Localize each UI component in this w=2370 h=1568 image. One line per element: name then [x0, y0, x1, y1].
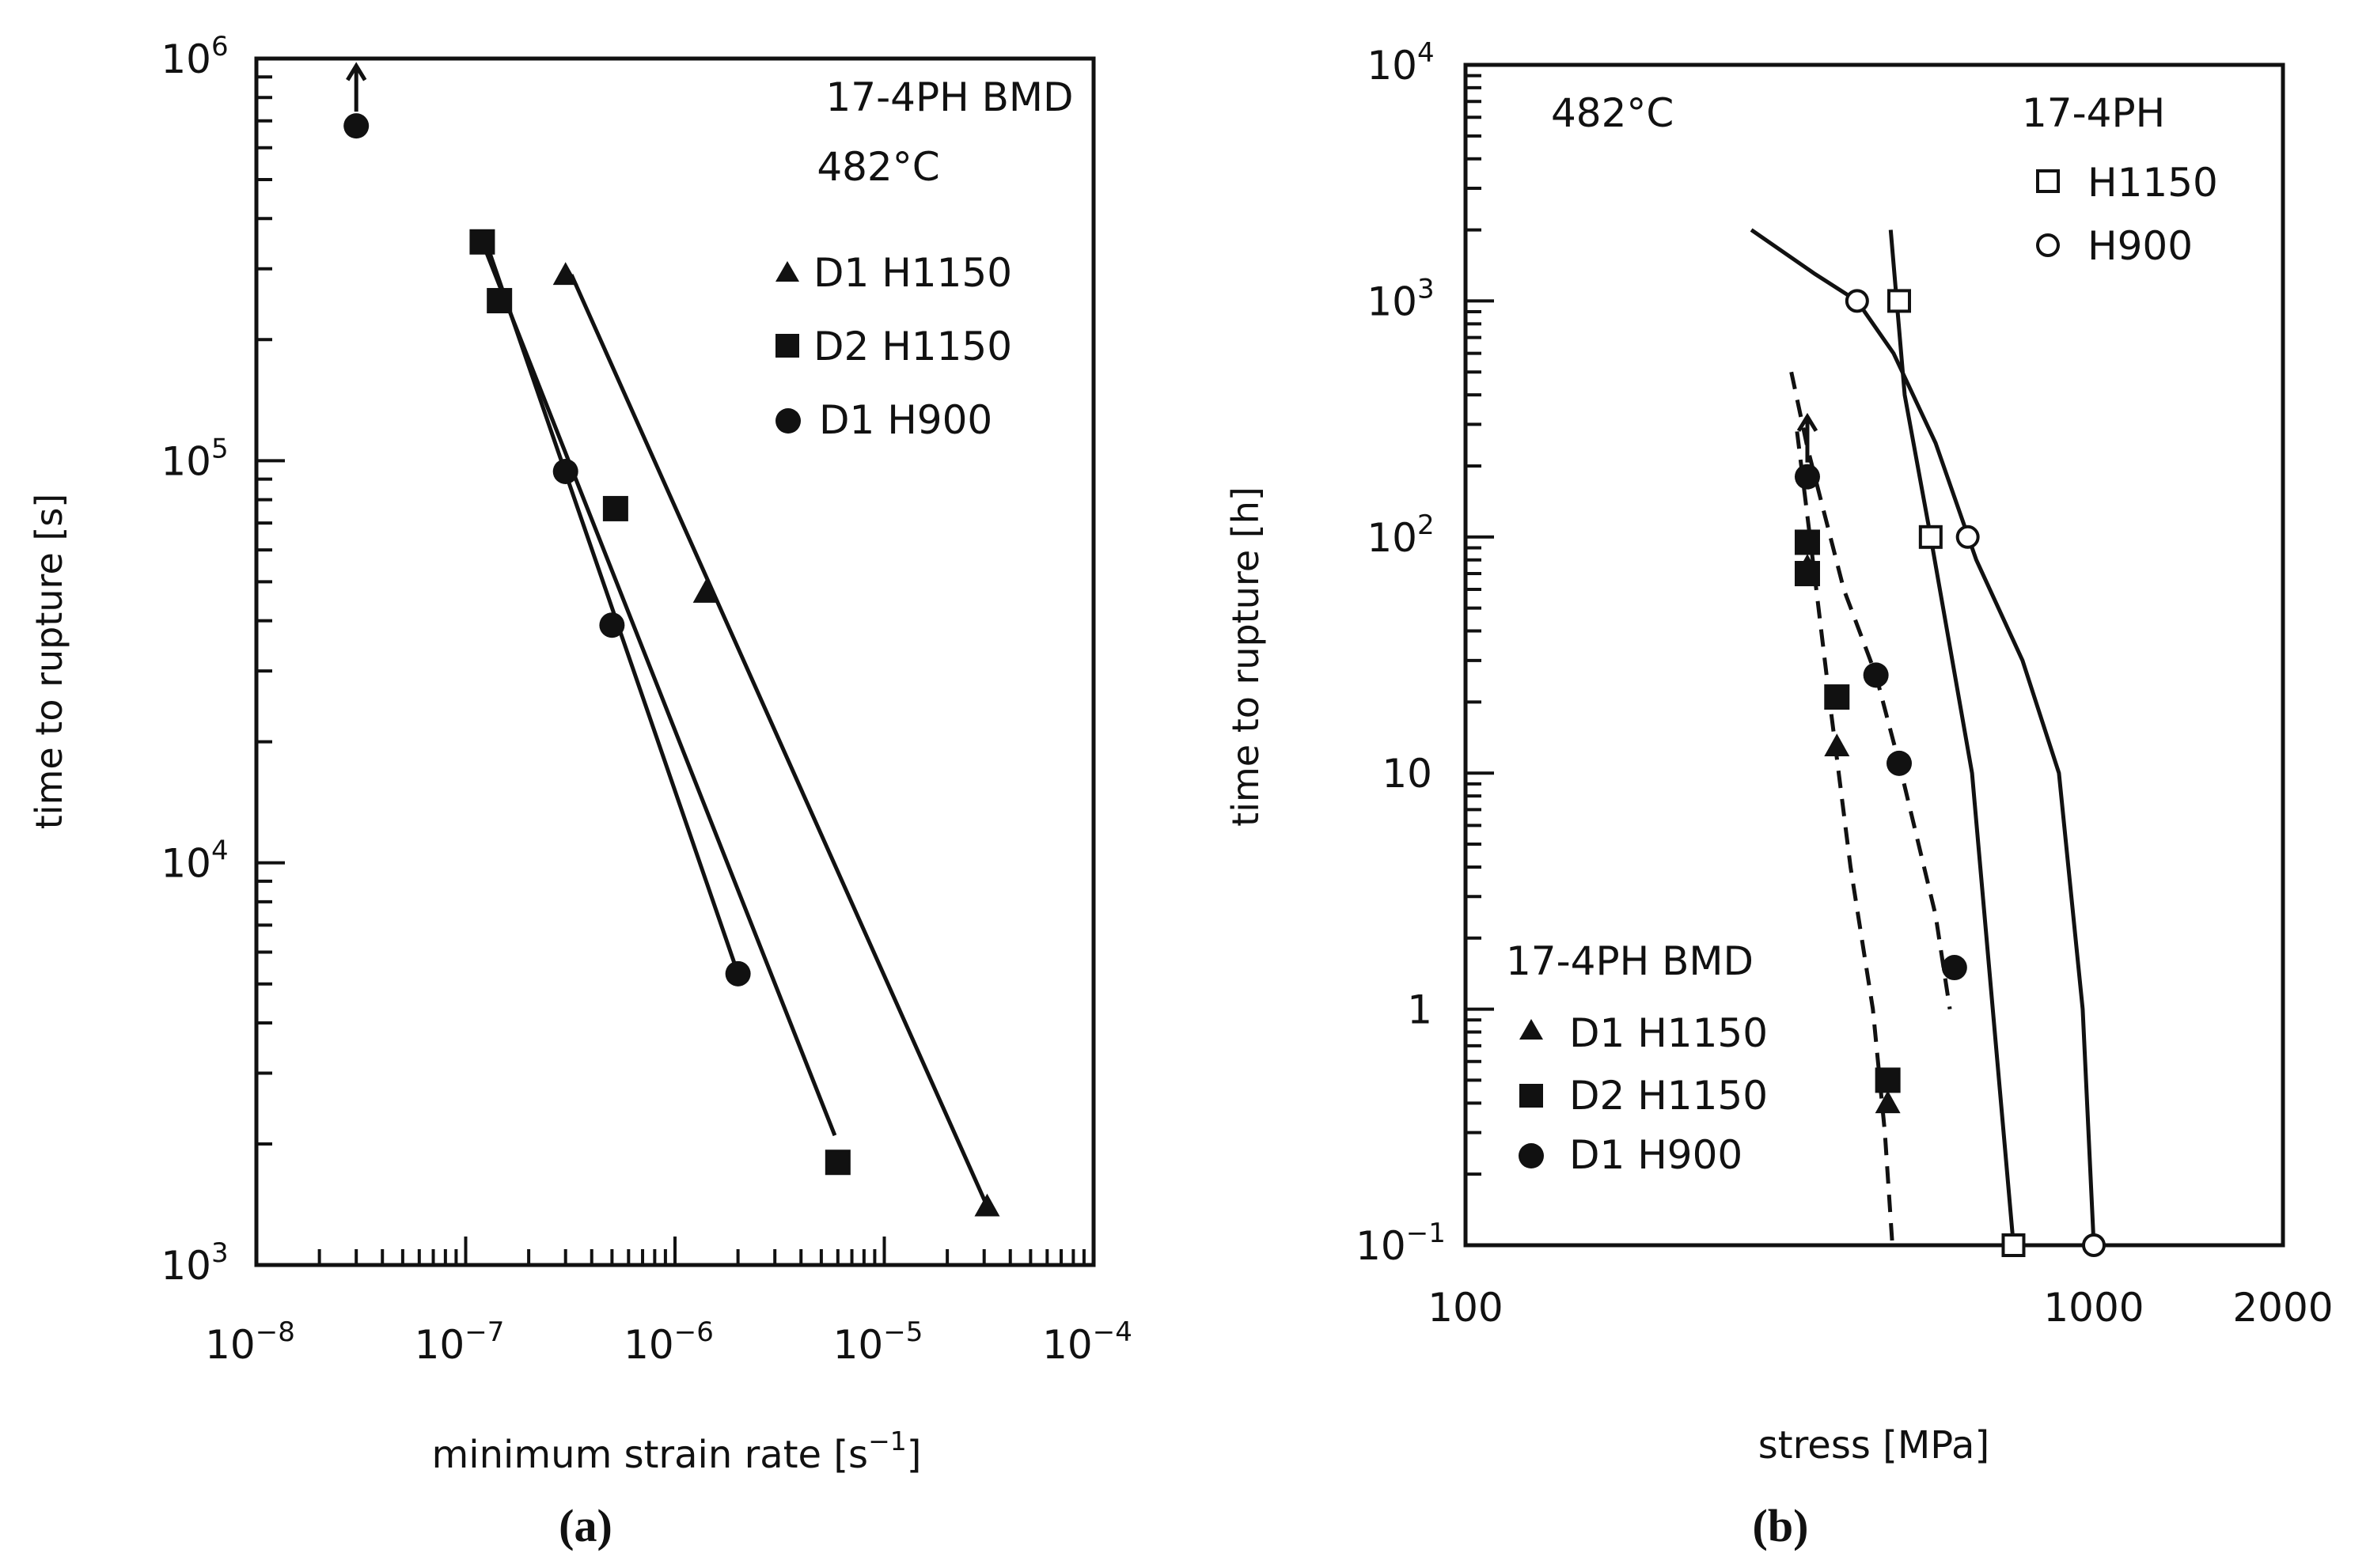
data-point [2001, 1233, 2026, 1257]
data-point [1845, 289, 1869, 313]
panel-b-bmd-legend: D1 H1150 D2 H1150 D1 H900 [1519, 1010, 1768, 1178]
legend-b-ref-label: H900 [2087, 223, 2193, 269]
data-point [1794, 529, 1820, 555]
legend-open-circle-marker [2036, 233, 2060, 257]
data-point [1887, 289, 1912, 313]
legend-a-label: D1 H1150 [813, 250, 1012, 296]
data-point [552, 262, 578, 286]
legend-square-marker [775, 334, 799, 358]
y-tick-label: 103 [1367, 273, 1434, 324]
y-tick-label: 10 [1382, 751, 1432, 797]
data-point [343, 113, 370, 139]
data-point [725, 960, 751, 987]
data-point [1794, 464, 1820, 490]
panel-a-xlabel: minimum strain rate [s−1] [432, 1426, 922, 1477]
panel-b-title: 482°C [1551, 90, 1674, 136]
data-point [469, 229, 495, 255]
panel-a-title: 17-4PH BMD [825, 74, 1073, 120]
runout-arrowhead [346, 62, 367, 81]
data-point [2081, 1233, 2106, 1257]
data-point [1887, 750, 1913, 776]
curve-line [1750, 228, 2096, 1246]
data-point [1941, 955, 1967, 981]
x-tick-label: 10−5 [833, 1316, 923, 1368]
runout-arrowhead [1796, 412, 1818, 432]
data-point [1824, 684, 1850, 710]
x-tick-label: 10−4 [1042, 1316, 1132, 1368]
x-tick-label: 10−6 [624, 1316, 714, 1368]
legend-b-bmd-label: D1 H900 [1569, 1132, 1742, 1178]
data-point [487, 288, 513, 314]
y-tick-label: 106 [161, 31, 228, 82]
panel-b-ref-title: 17-4PH [2022, 90, 2165, 136]
panel-b-plot-frame [1463, 62, 2285, 1248]
panel-a-plot-frame [254, 56, 1096, 1267]
data-point [552, 458, 578, 484]
data-point [1918, 525, 1943, 549]
panel-b-caption: (b) [1753, 1500, 1809, 1551]
data-point [974, 1193, 1000, 1217]
fit-line [569, 274, 989, 1207]
fit-line [480, 241, 837, 1137]
x-tick-label: 2000 [2232, 1285, 2333, 1331]
data-point [825, 1149, 851, 1176]
panel-a-legend: D1 H1150 D2 H1150 D1 H900 [775, 250, 1012, 443]
legend-square-marker [1519, 1084, 1543, 1108]
fit-line [483, 241, 740, 975]
data-point [602, 495, 628, 521]
y-tick-label: 10−1 [1356, 1218, 1446, 1269]
legend-circle-marker [1519, 1143, 1544, 1168]
y-tick-label: 1 [1407, 987, 1432, 1033]
data-point [1875, 1090, 1901, 1114]
y-tick-label: 104 [1367, 37, 1434, 89]
data-point [692, 580, 719, 603]
legend-b-ref-label: H1150 [2087, 160, 2218, 206]
panel-b-ylabel: time to rupture [h] [1224, 487, 1267, 827]
panel-b-chart: 100 1000 2000 10−1 1 10 102 103 104 482°C 17-4P… [1224, 37, 2334, 1551]
panel-b-ref-legend: H1150 H900 [2036, 160, 2218, 269]
curve-line [1795, 431, 1894, 1246]
legend-open-square-marker [2036, 169, 2060, 193]
panel-a-ylabel: time to rupture [s] [28, 494, 70, 830]
legend-triangle-marker [775, 261, 799, 282]
x-tick-label: 100 [1428, 1285, 1503, 1331]
data-point [1863, 662, 1889, 688]
panel-b-xlabel: stress [MPa] [1758, 1423, 1989, 1468]
y-tick-label: 103 [161, 1237, 228, 1289]
x-tick-label: 1000 [2043, 1285, 2144, 1331]
panel-a-subtitle: 482°C [817, 144, 939, 190]
panel-b-bmd-title: 17-4PH BMD [1506, 938, 1754, 984]
data-point [1824, 733, 1850, 756]
y-tick-label: 102 [1367, 509, 1434, 561]
x-tick-label: 10−7 [415, 1316, 505, 1368]
legend-circle-marker [775, 408, 801, 434]
y-tick-label: 104 [161, 835, 228, 887]
legend-a-label: D2 H1150 [813, 324, 1012, 369]
x-tick-label: 10−8 [205, 1316, 295, 1368]
legend-triangle-marker [1519, 1019, 1543, 1040]
panel-a-chart: 10−8 10−7 10−6 10−5 10−4 103 104 105 106 17-4PH… [28, 31, 1132, 1551]
data-point [1794, 561, 1820, 587]
data-point [1875, 1067, 1901, 1093]
legend-b-bmd-label: D1 H1150 [1569, 1010, 1768, 1056]
panel-a-caption: (a) [559, 1500, 612, 1551]
data-point [599, 612, 625, 638]
legend-b-bmd-label: D2 H1150 [1569, 1073, 1768, 1119]
legend-a-label: D1 H900 [819, 397, 992, 443]
y-tick-label: 105 [161, 433, 228, 484]
data-point [1955, 525, 1980, 549]
